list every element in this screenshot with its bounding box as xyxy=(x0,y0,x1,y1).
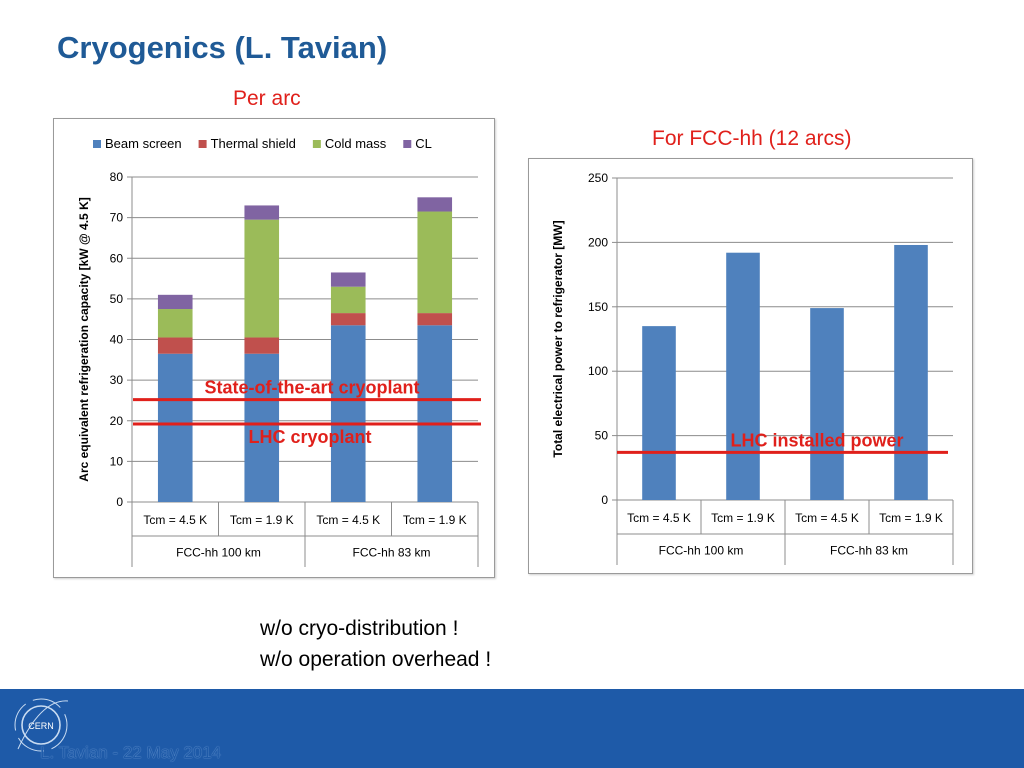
bar-cold-mass xyxy=(417,211,453,314)
legend-swatch xyxy=(93,140,101,148)
y-tick-label: 150 xyxy=(588,300,608,314)
y-tick-label: 100 xyxy=(588,364,608,378)
group-label: FCC-hh 100 km xyxy=(659,544,744,558)
category-label: Tcm = 1.9 K xyxy=(711,511,775,525)
group-label: FCC-hh 100 km xyxy=(176,546,261,560)
legend-swatch xyxy=(198,140,207,148)
y-tick-label: 0 xyxy=(601,493,608,507)
footer-band: CERN xyxy=(0,689,1024,768)
group-label: FCC-hh 83 km xyxy=(830,544,908,558)
bar-cl xyxy=(330,272,366,287)
y-tick-label: 20 xyxy=(110,414,124,428)
category-label: Tcm = 4.5 K xyxy=(795,511,859,525)
category-label: Tcm = 1.9 K xyxy=(879,511,943,525)
category-label: Tcm = 4.5 K xyxy=(143,513,207,527)
per-arc-label: Per arc xyxy=(233,87,301,110)
category-label: Tcm = 4.5 K xyxy=(627,511,691,525)
bar-thermal-shield xyxy=(417,313,453,326)
bar xyxy=(894,244,928,500)
chart-panel-right: 0 50 100 150 200 250 Tcm = 4.5 K Tcm = 1.9 K Tcm… xyxy=(528,158,973,574)
y-axis-title: Total electrical power to refrigerator [… xyxy=(551,220,565,457)
y-tick-label: 30 xyxy=(110,373,124,387)
y-axis-title: Arc equivalent refrigeration capacity [k… xyxy=(77,197,91,481)
legend-entry: Cold mass xyxy=(325,136,387,151)
bar-cl xyxy=(157,294,193,310)
electrical-power-chart: 0 50 100 150 200 250 Tcm = 4.5 K Tcm = 1.9 K Tcm… xyxy=(551,171,954,565)
bar-thermal-shield xyxy=(330,313,366,326)
y-tick-label: 0 xyxy=(116,495,123,509)
category-label: Tcm = 1.9 K xyxy=(230,513,294,527)
y-tick-label: 80 xyxy=(110,170,124,184)
legend-swatch xyxy=(403,140,412,148)
bar-beam-screen xyxy=(244,353,280,502)
reference-line-label: LHC cryoplant xyxy=(248,427,371,447)
footer-text: L. Tavian - 22 May 2014 xyxy=(40,743,222,762)
bar xyxy=(726,252,760,500)
bar-beam-screen xyxy=(330,325,366,502)
y-tick-label: 50 xyxy=(110,292,124,306)
y-tick-label: 60 xyxy=(110,251,124,265)
group-label: FCC-hh 83 km xyxy=(352,546,430,560)
bar-thermal-shield xyxy=(157,337,193,354)
y-tick-label: 40 xyxy=(110,333,124,347)
bar-cold-mass xyxy=(157,309,193,338)
bar-cold-mass xyxy=(244,219,280,338)
note-cryo-distribution: w/o cryo-distribution ! xyxy=(260,617,459,640)
slide-title: Cryogenics (L. Tavian) xyxy=(57,30,388,65)
legend-entry: Thermal shield xyxy=(211,136,296,151)
chart-panel-left: 0 10 20 30 40 50 60 70 80 Tcm = 4.5 K Tcm = 1.9 K T… xyxy=(53,118,495,578)
category-label: Tcm = 1.9 K xyxy=(403,513,467,527)
svg-text:CERN: CERN xyxy=(28,721,54,731)
bar-beam-screen xyxy=(157,353,193,502)
y-tick-label: 250 xyxy=(588,171,608,185)
bar xyxy=(642,326,676,500)
bar-cl xyxy=(244,205,280,220)
fcc-label: For FCC-hh (12 arcs) xyxy=(652,127,852,150)
category-label: Tcm = 4.5 K xyxy=(316,513,380,527)
legend-swatch xyxy=(312,140,321,148)
bar xyxy=(810,308,844,500)
reference-line-label: State-of-the-art cryoplant xyxy=(204,378,419,398)
y-tick-label: 70 xyxy=(110,211,124,225)
legend-entry: Beam screen xyxy=(105,136,182,151)
cern-logo-icon: CERN xyxy=(14,698,69,752)
note-operation-overhead: w/o operation overhead ! xyxy=(260,648,492,671)
legend-entry: CL xyxy=(415,136,432,151)
bar-cold-mass xyxy=(330,286,366,314)
y-tick-label: 200 xyxy=(588,235,608,249)
y-tick-label: 50 xyxy=(595,429,609,443)
y-tick-label: 10 xyxy=(110,454,124,468)
bar-thermal-shield xyxy=(244,337,280,354)
bar-beam-screen xyxy=(417,325,453,502)
reference-line-label: LHC installed power xyxy=(730,430,903,450)
bar-cl xyxy=(417,197,453,212)
refrigeration-capacity-chart: 0 10 20 30 40 50 60 70 80 Tcm = 4.5 K Tcm = 1.9 K T… xyxy=(77,136,481,567)
